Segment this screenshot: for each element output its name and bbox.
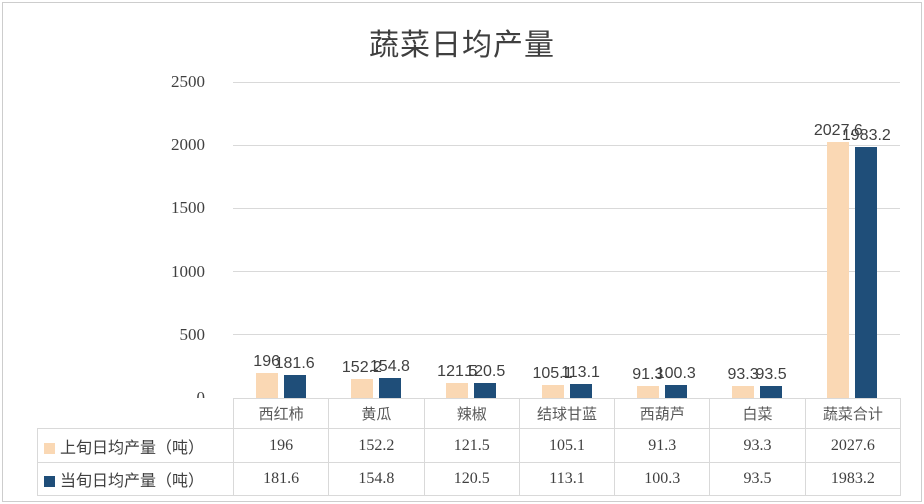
y-axis-tick-label: 500 (179, 324, 206, 344)
bar-series-2 (760, 386, 783, 398)
bar-series-1 (636, 386, 659, 398)
bar-value-label: 154.8 (369, 358, 410, 376)
y-gridline (233, 81, 900, 83)
plot-area: 05001000150020002500196152.2121.5105.191… (3, 3, 921, 501)
series-value-cell: 2027.6 (804, 428, 901, 463)
y-gridline (233, 271, 900, 273)
series-value-cell: 120.5 (423, 462, 520, 496)
category-header-cell: 西红柿 (232, 398, 330, 429)
series-row: 上旬日均产量（吨） 196 152.2 121.5 105.1 91.3 93.3 2027.… (37, 428, 901, 463)
category-header-cell: 黄瓜 (328, 398, 425, 429)
series-value-cell: 93.5 (709, 462, 806, 496)
category-header-cell: 白菜 (709, 398, 806, 429)
bar-value-label: 121.5 (437, 362, 478, 380)
bar-value-label: 120.5 (465, 362, 506, 380)
y-axis-tick-label: 2000 (171, 135, 205, 155)
bar-series-1 (541, 384, 564, 398)
y-axis-tick-label: 1000 (171, 261, 205, 281)
bar-series-1 (446, 382, 469, 398)
legend-key-swatch (44, 442, 55, 454)
bar-value-label: 93.5 (755, 366, 787, 384)
series-value-cell: 181.6 (232, 462, 330, 496)
bar-series-1 (827, 141, 850, 398)
series-value-cell: 154.8 (328, 462, 425, 496)
series-value-cell: 100.3 (614, 462, 711, 496)
bar-value-label: 196 (253, 353, 280, 371)
y-gridline (233, 144, 900, 146)
bar-value-label: 91.3 (632, 366, 664, 384)
series-value-cell: 113.1 (518, 462, 616, 496)
bar-value-label: 2027.6 (813, 121, 863, 139)
bar-series-2 (855, 147, 878, 398)
series-value-cell: 196 (232, 428, 330, 463)
series-value-cell: 105.1 (518, 428, 616, 463)
y-gridline (233, 207, 900, 209)
legend-cell: 上旬日均产量（吨） (37, 428, 234, 463)
bar-series-2 (664, 385, 687, 398)
series-value-cell: 1983.2 (804, 462, 901, 496)
bar-value-label: 1983.2 (841, 127, 891, 145)
bar-series-1 (732, 386, 755, 398)
bar-series-2 (569, 383, 592, 398)
bar-value-label: 181.6 (274, 355, 315, 373)
category-header-cell: 蔬菜合计 (804, 398, 901, 429)
category-header-cell: 结球甘蓝 (518, 398, 616, 429)
bar-series-2 (283, 375, 306, 398)
series-value-cell: 121.5 (423, 428, 520, 463)
series-value-cell: 91.3 (614, 428, 711, 463)
table-corner-cell (38, 399, 234, 429)
y-gridline (233, 334, 900, 336)
bar-value-label: 93.3 (727, 366, 759, 384)
bar-value-label: 105.1 (532, 364, 573, 382)
bar-value-label: 100.3 (655, 365, 696, 383)
bar-value-label: 152.2 (341, 358, 382, 376)
category-header-cell: 辣椒 (423, 398, 520, 429)
bar-series-1 (255, 373, 278, 398)
legend-cell: 当旬日均产量（吨） (37, 462, 234, 496)
data-table: 西红柿 黄瓜 辣椒 结球甘蓝 西葫芦 白菜 蔬菜合计上旬日均产量（吨） 196 152.2 121… (37, 398, 901, 496)
y-axis-tick-label: 0 (133, 388, 206, 408)
bar-series-2 (378, 378, 401, 398)
legend-key-swatch (44, 476, 55, 487)
category-header-row: 西红柿 黄瓜 辣椒 结球甘蓝 西葫芦 白菜 蔬菜合计 (38, 398, 901, 429)
series-value-cell: 93.3 (709, 428, 806, 463)
bar-series-1 (350, 378, 373, 398)
bar-series-2 (474, 382, 497, 398)
series-value-cell: 152.2 (328, 428, 425, 463)
y-axis-tick-label: 2500 (171, 72, 205, 91)
series-name-label: 上旬日均产量（吨） (60, 439, 205, 457)
category-header-cell: 西葫芦 (614, 398, 711, 429)
series-row: 当旬日均产量（吨） 181.6 154.8 120.5 113.1 100.3 93.5 19… (37, 462, 901, 496)
series-name-label: 当旬日均产量（吨） (60, 473, 205, 490)
y-axis-tick-label: 1500 (171, 198, 205, 218)
bar-value-label: 113.1 (561, 363, 600, 381)
chart-title: 蔬菜日均产量 (369, 29, 555, 62)
